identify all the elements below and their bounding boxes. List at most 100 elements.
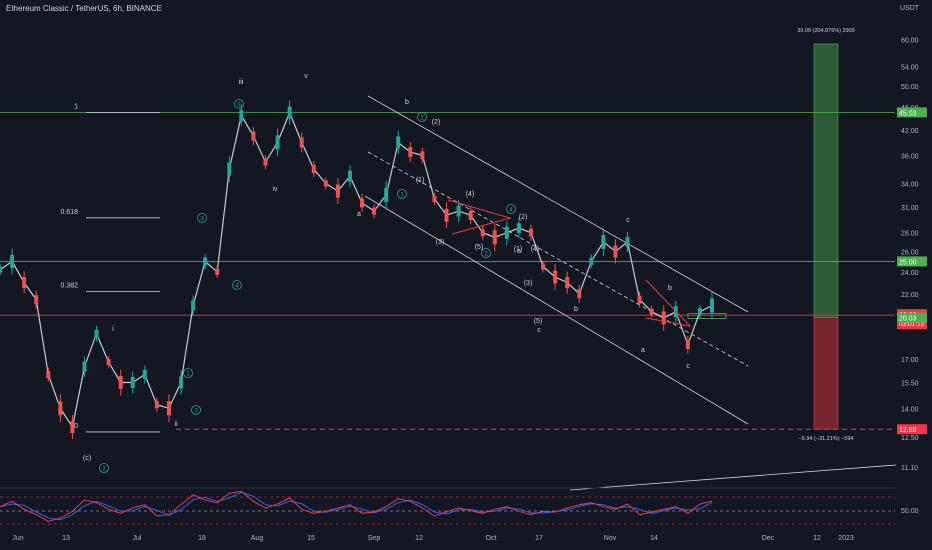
- candle-body: [625, 236, 630, 247]
- price-tag-label: 25.00: [899, 259, 917, 266]
- candle-body: [577, 289, 582, 299]
- candle-body: [565, 277, 570, 289]
- candle-body: [504, 226, 509, 239]
- wave-label: (1): [416, 177, 425, 184]
- price-tag-label: 20.03: [899, 316, 917, 323]
- x-tick-label: Sep: [368, 535, 381, 542]
- candle-body: [601, 234, 606, 249]
- candle-body: [516, 223, 521, 234]
- candle-body: [360, 198, 365, 208]
- wave-label: (3): [436, 239, 445, 246]
- x-tick-label: Jul: [133, 535, 142, 542]
- price-tag: [897, 312, 927, 323]
- fib-level-label: 0: [74, 423, 78, 430]
- x-tick-label: 18: [198, 535, 206, 542]
- y-tick-label: 31.00: [901, 205, 919, 212]
- candle-body: [58, 401, 63, 416]
- x-tick-label: 13: [62, 535, 70, 542]
- y-tick-label: 24.00: [901, 270, 919, 277]
- candle-body: [492, 230, 497, 245]
- fib-level-label: 0.382: [60, 283, 78, 290]
- candle-body: [649, 308, 654, 315]
- candle-body: [154, 401, 159, 409]
- wave-label: b: [405, 99, 409, 106]
- candle-body: [239, 109, 244, 121]
- target-label: 39.09 (204.876%) 3909: [797, 28, 855, 34]
- wave-circle-marker: [234, 99, 244, 109]
- candle-body: [685, 340, 690, 350]
- price-tag: [897, 107, 927, 118]
- wave-circle-label: 2: [194, 409, 198, 415]
- wave-label: (3): [524, 280, 533, 287]
- triangle-pattern: [645, 279, 692, 327]
- candle-body: [613, 245, 618, 258]
- candle-body: [420, 151, 425, 160]
- stop-label: −5.94 (−31.21%) −594: [799, 436, 854, 442]
- x-tick-label: 2023: [838, 535, 854, 542]
- wave-circle-label: 2: [484, 252, 488, 258]
- y-tick-label: 60.00: [901, 38, 919, 45]
- candle-body: [22, 277, 27, 289]
- wave-label: a: [641, 347, 645, 354]
- wave-circle-marker: [397, 189, 407, 199]
- candle-body: [118, 375, 123, 389]
- wave-circle-marker: [191, 405, 201, 415]
- wave-circle-label: 1: [400, 193, 404, 199]
- x-tick-label: Nov: [604, 535, 617, 542]
- candle-body: [203, 257, 208, 266]
- y-tick-label: 28.00: [901, 231, 919, 238]
- wave-circle-marker: [183, 368, 193, 378]
- candle-body: [10, 254, 15, 268]
- wave-circle-label: 2: [420, 116, 424, 122]
- rsi-level-tag: [897, 505, 927, 515]
- candle-body: [275, 135, 280, 150]
- candle-body: [396, 136, 401, 149]
- channel-line: [364, 195, 749, 425]
- wave-label: iv: [272, 186, 278, 193]
- candle-body: [287, 106, 292, 119]
- x-tick-label: 12: [813, 535, 821, 542]
- fib-level-label: 1: [74, 103, 78, 110]
- wave-circle-marker: [417, 112, 427, 122]
- wave-label: i: [112, 326, 114, 333]
- wave-label: a: [357, 211, 361, 218]
- candle-body: [142, 369, 147, 379]
- wave-label: c: [686, 363, 690, 370]
- entry-box: [687, 313, 727, 319]
- wave-label: (4): [531, 246, 540, 253]
- y-tick-label: 50.00: [901, 84, 919, 91]
- candle-body: [106, 359, 111, 366]
- candle-body: [191, 300, 196, 311]
- rsi-signal-line: [0, 491, 713, 521]
- x-tick-label: Aug: [251, 535, 264, 542]
- y-tick-label: 12.50: [901, 435, 919, 442]
- wave-label: (5): [475, 244, 484, 251]
- wave-circle-marker: [99, 463, 109, 473]
- x-tick-label: 15: [307, 535, 315, 542]
- price-tag-label: 45.03: [899, 110, 917, 117]
- candle-body: [251, 131, 256, 141]
- wave-circle-marker: [506, 204, 516, 214]
- wave-label: v: [304, 73, 308, 80]
- candle-body: [347, 170, 352, 182]
- wave-label: (c): [83, 455, 91, 462]
- wave-circle-marker: [481, 248, 491, 258]
- rsi-line: [0, 490, 713, 522]
- candle-body: [227, 162, 232, 176]
- x-tick-label: Oct: [486, 535, 497, 542]
- candle-body: [480, 229, 485, 237]
- wave-label: a: [517, 248, 521, 255]
- wave-circle-label: 4: [509, 208, 513, 214]
- y-tick-label: 11.10: [901, 465, 918, 472]
- wave-label: iii: [239, 79, 244, 86]
- candle-body: [541, 263, 546, 270]
- y-tick-label: 26.00: [901, 249, 919, 256]
- y-tick-label: 14.00: [901, 406, 919, 413]
- price-axis-bg: [895, 0, 932, 550]
- countdown-label: 03:01:13: [899, 321, 925, 328]
- x-tick-label: Dec: [762, 535, 775, 542]
- candle-body: [311, 165, 316, 174]
- candle-body: [444, 208, 449, 222]
- x-tick-label: 12: [415, 535, 423, 542]
- wave-label: c: [537, 327, 541, 334]
